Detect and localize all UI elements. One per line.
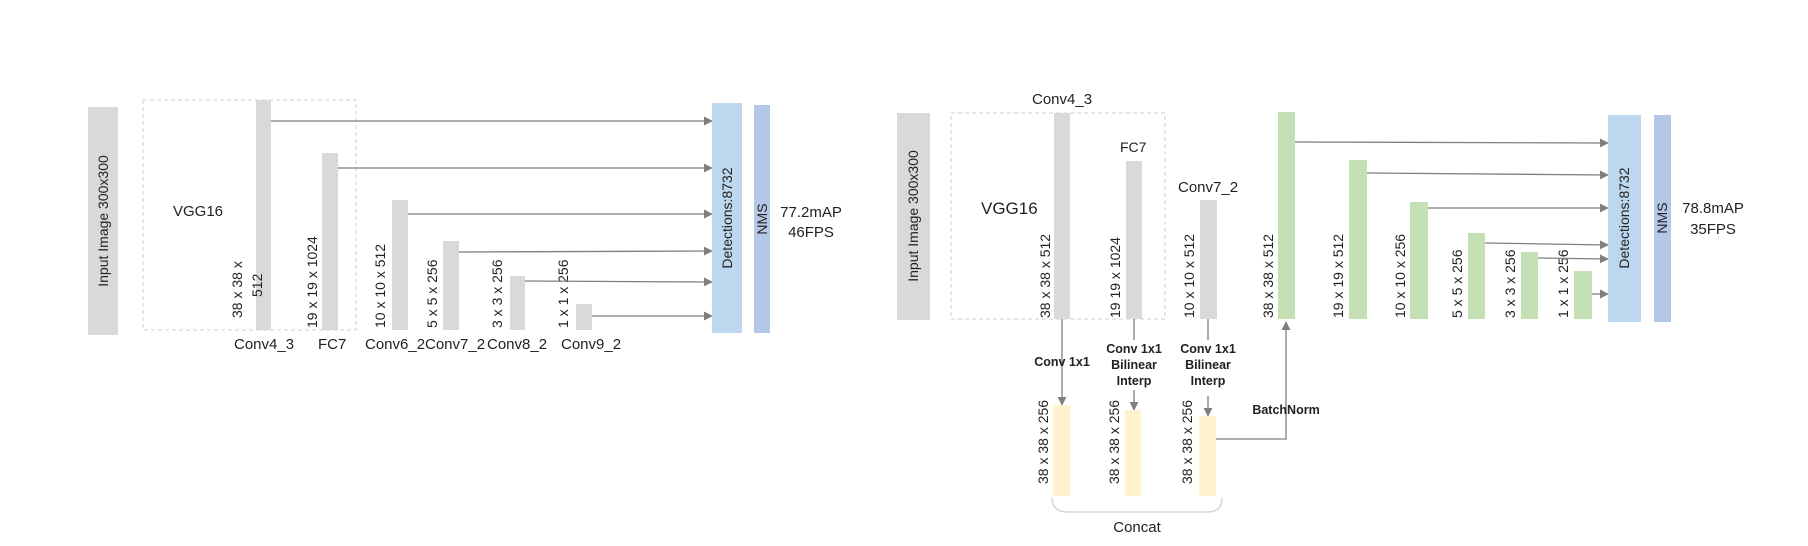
layer-dims: 5 x 5 x 256 [424,259,440,328]
layer-dims: 10 x 10 x 512 [372,244,388,328]
layer-name: Conv6_2 [365,336,425,353]
fused-map-dims: 38 x 38 x 256 [1179,400,1195,484]
result-fps: 46FPS [788,224,834,241]
pyramid-bar [1468,233,1485,319]
fused-map-bar [1125,410,1141,496]
result-map: 78.8mAP [1682,200,1744,217]
layer-bar-conv7-2 [1200,200,1217,319]
fusion-arrows [1057,319,1213,417]
pyramid-dims: 38 x 38 x 512 [1260,234,1276,318]
layer-name: FC7 [1120,139,1147,155]
layer-bar-conv4-3 [1054,113,1070,319]
vgg16-label: VGG16 [981,199,1038,218]
pyramid-dims: 3 x 3 x 256 [1502,249,1518,318]
layer-bar-conv4-3 [256,100,271,330]
fused-map-dims: 38 x 38 x 256 [1106,400,1122,484]
fusion-op-label: Conv 1x1 [1034,355,1090,369]
detections-label: Detections:8732 [1616,167,1632,268]
pyramid-bar [1521,252,1538,319]
pyramid-dims: 1 x 1 x 256 [1555,249,1571,318]
detections-block [1608,115,1641,322]
result-fps: 35FPS [1690,221,1736,238]
fusion-op-label: Interp [1117,374,1152,388]
layer-dims: 38 x 38 x [229,261,245,318]
pyramid-dims: 19 x 19 x 512 [1330,234,1346,318]
batchnorm-label: BatchNorm [1252,403,1319,417]
layer-dims: 38 x 38 x 512 [1037,234,1053,318]
pyramid-dims: 10 x 10 x 256 [1392,234,1408,318]
fused-map-bar [1053,405,1070,496]
result-map: 77.2mAP [780,204,842,221]
pyramid-arrows [1294,138,1609,299]
layer-name: Conv9_2 [561,336,621,353]
pyramid-bar [1574,271,1592,319]
input-image-label: Input Image 300x300 [95,155,111,287]
fused-map-bar [1199,416,1216,496]
input-image-block [88,107,118,335]
layer-bar-conv8-2 [510,276,525,330]
layer-dims: 512 [249,273,265,297]
layer-name: FC7 [318,336,346,353]
fusion-op-label: Conv 1x1 [1106,342,1162,356]
fusion-op-label: Bilinear [1185,358,1231,372]
layer-bar-fc7 [322,153,338,330]
concat-label: Concat [1113,519,1161,536]
layer-name: Conv4_3 [1032,91,1092,108]
layer-bar-conv7-2 [443,241,459,330]
layer-bar-conv9-2 [576,304,592,330]
layer-bar-conv6-2 [392,200,408,330]
fused-map-dims: 38 x 38 x 256 [1035,400,1051,484]
detections-label: Detections:8732 [719,167,735,268]
detections-block [712,103,742,333]
concat-bracket [1051,497,1223,513]
input-image-label: Input Image 300x300 [905,150,921,282]
input-image-block [897,113,930,320]
nms-label: NMS [1654,202,1670,233]
nms-block [754,105,770,333]
ssd-diagram: Input Image 300x300 VGG16 38 x 38 x 512 … [88,99,842,353]
pyramid-dims: 5 x 5 x 256 [1449,249,1465,318]
nms-block [1654,115,1671,322]
layer-dims: 10 x 10 x 512 [1181,234,1197,318]
layer-name: Conv7_2 [1178,179,1238,196]
batchnorm-connector [1216,321,1291,440]
layer-bar-fc7 [1126,161,1142,319]
layer-name: Conv7_2 [425,336,485,353]
fusion-op-label: Conv 1x1 [1180,342,1236,356]
pyramid-bar [1278,112,1295,319]
layer-dims: 1 x 1 x 256 [555,259,571,328]
nms-label: NMS [754,203,770,234]
layer-dims: 19 19 x 1024 [1107,237,1123,318]
layer-name: Conv8_2 [487,336,547,353]
layer-name: Conv4_3 [234,336,294,353]
vgg16-label: VGG16 [173,203,223,220]
vgg16-dashed-region [142,99,357,331]
feature-arrows [271,116,713,321]
pyramid-bar [1410,202,1428,319]
pyramid-bar [1349,160,1367,319]
layer-dims: 19 x 19 x 1024 [304,236,320,328]
fusion-op-label: Bilinear [1111,358,1157,372]
fssd-diagram: Input Image 300x300 VGG16 Conv4_3 FC7 Co… [897,91,1744,536]
layer-dims: 3 x 3 x 256 [489,259,505,328]
fusion-op-label: Interp [1191,374,1226,388]
